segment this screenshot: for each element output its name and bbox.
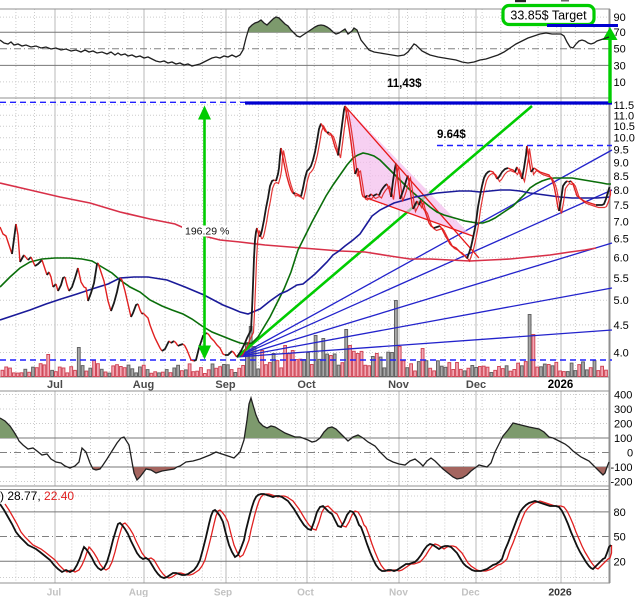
svg-text:300: 300 (614, 404, 632, 416)
svg-text:9.5: 9.5 (614, 145, 629, 157)
svg-text:Dec: Dec (466, 379, 486, 391)
svg-text:0: 0 (627, 448, 633, 460)
svg-text:5.5: 5.5 (614, 273, 629, 285)
svg-text:200: 200 (614, 419, 632, 431)
svg-text:6.5: 6.5 (614, 234, 629, 246)
svg-text:Oct: Oct (297, 379, 316, 391)
svg-text:10.5: 10.5 (614, 121, 635, 133)
svg-text:2026: 2026 (548, 379, 574, 391)
svg-text:9.0: 9.0 (614, 157, 629, 169)
svg-text:7.0: 7.0 (614, 216, 629, 228)
svg-text:90: 90 (614, 12, 626, 24)
svg-text:50: 50 (614, 532, 626, 544)
svg-text:4.0: 4.0 (614, 348, 629, 360)
svg-text:Oct: Oct (297, 588, 314, 597)
svg-text:Sep: Sep (214, 588, 232, 597)
svg-text:11,43$: 11,43$ (387, 78, 422, 90)
svg-text:8.0: 8.0 (614, 185, 629, 197)
svg-text:10.0: 10.0 (614, 133, 635, 145)
svg-text:70: 70 (614, 27, 626, 39)
svg-text:-200: -200 (611, 477, 633, 489)
svg-text:33.85$ Target: 33.85$ Target (510, 9, 587, 23)
svg-text:50: 50 (614, 44, 626, 56)
svg-text:100: 100 (614, 433, 632, 445)
svg-text:Jul: Jul (47, 588, 62, 597)
svg-text:Nov: Nov (388, 379, 410, 391)
svg-text:) 28.77, 22.40: ) 28.77, 22.40 (0, 489, 74, 503)
svg-text:6.0: 6.0 (614, 252, 629, 264)
svg-text:7.5: 7.5 (614, 200, 629, 212)
svg-text:5.0: 5.0 (614, 295, 629, 307)
svg-text:196.29 %: 196.29 % (185, 226, 229, 238)
svg-text:30: 30 (614, 60, 626, 72)
svg-text:8.5: 8.5 (614, 171, 629, 183)
svg-text:Dec: Dec (461, 588, 480, 597)
svg-text:Nov: Nov (389, 588, 408, 597)
svg-text:400: 400 (614, 390, 632, 402)
svg-text:11.5: 11.5 (614, 100, 635, 112)
svg-text:10: 10 (614, 77, 626, 89)
svg-text:Jul: Jul (47, 379, 63, 391)
svg-text:Aug: Aug (129, 588, 148, 597)
svg-text:4.5: 4.5 (614, 320, 629, 332)
svg-text:Sep: Sep (215, 379, 235, 391)
svg-text:80: 80 (614, 507, 626, 519)
svg-text:9.64$: 9.64$ (437, 129, 466, 141)
svg-text:20: 20 (614, 556, 626, 568)
svg-text:2026: 2026 (548, 587, 572, 597)
svg-text:11.0: 11.0 (614, 110, 635, 122)
svg-text:Aug: Aug (133, 379, 154, 391)
svg-text:-100: -100 (611, 462, 633, 474)
